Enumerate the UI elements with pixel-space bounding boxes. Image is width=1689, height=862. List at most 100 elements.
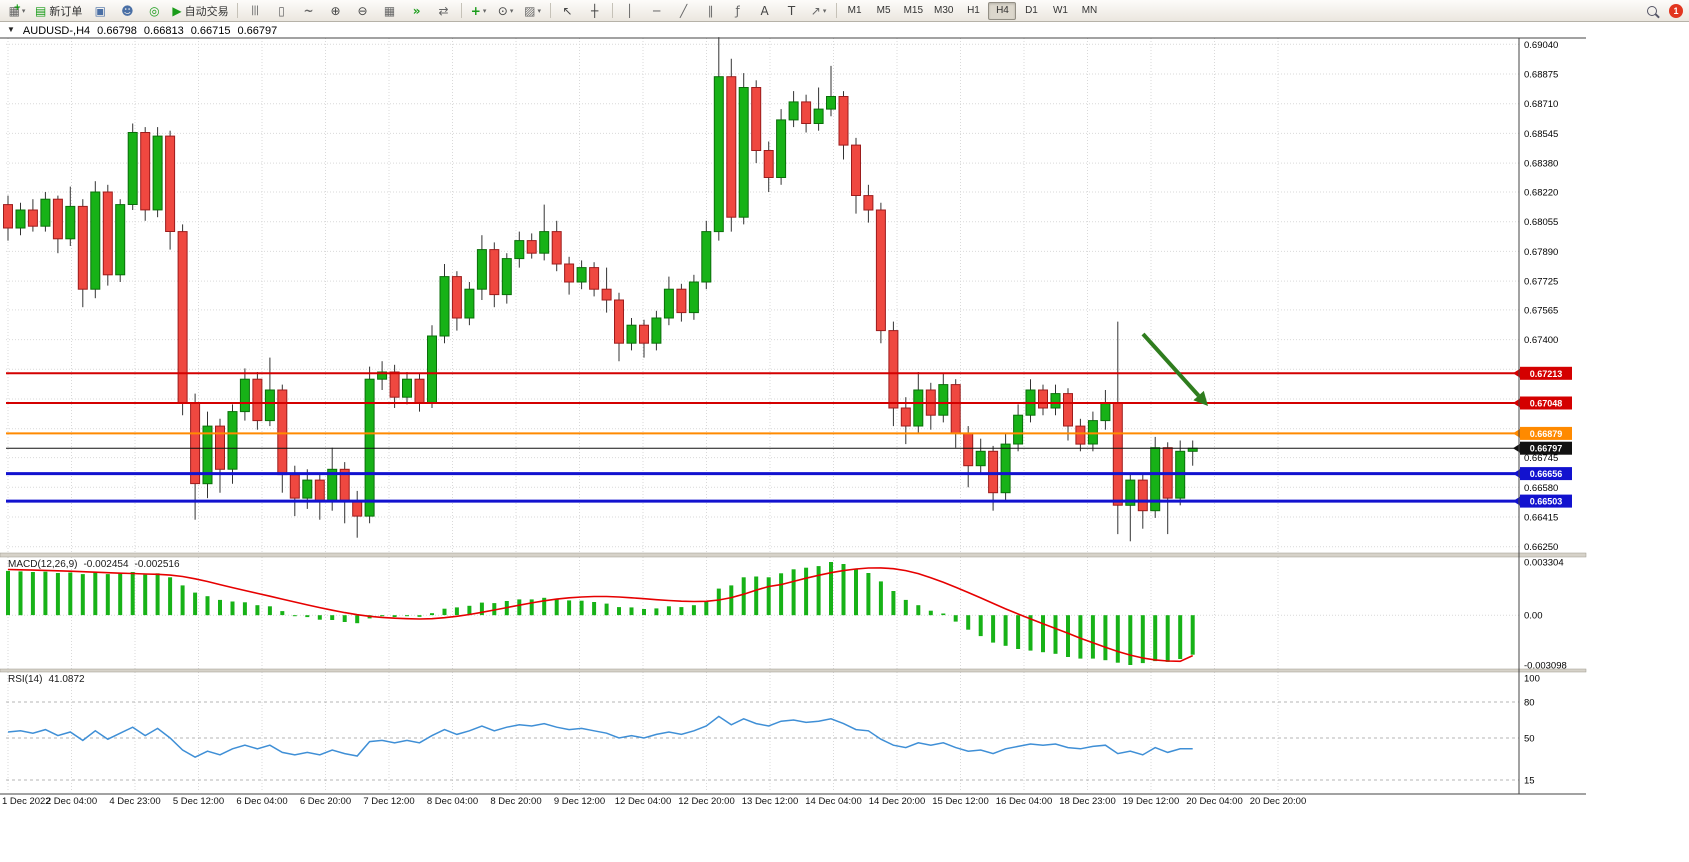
time-label: 19 Dec 12:00 [1122,796,1180,807]
play-icon: ▶ [172,3,182,18]
high-value: 0.66813 [143,25,184,37]
time-label: 8 Dec 20:00 [490,796,542,807]
time-label: 7 Dec 12:00 [363,796,415,807]
search-button[interactable] [1642,1,1668,21]
macd-signal-value: -0.002516 [134,559,180,570]
line-chart-icon: ~ [303,3,314,18]
toolbar-separator [549,3,551,18]
time-label: 12 Dec 04:00 [614,796,672,807]
chart-shift-icon: ⇄ [438,3,449,18]
auto-trading-button[interactable]: ▶ 自动交易 [168,1,232,21]
channel-button[interactable]: ∥ [698,1,724,21]
channel-icon: ∥ [707,3,714,18]
chevron-down-icon: ▾ [482,6,487,15]
time-label: 14 Dec 04:00 [805,796,862,807]
target-icon: ◎ [149,3,160,18]
vertical-line-button[interactable]: │ [617,1,643,21]
horizontal-line-icon: ─ [652,3,661,18]
timeframe-d1-button[interactable]: D1 [1025,5,1038,16]
time-label: 16 Dec 04:00 [995,796,1053,807]
main-chart-pane[interactable] [0,38,1519,553]
clock-icon: ⊙ [497,3,508,18]
text-button[interactable]: A [752,1,778,21]
label-icon: T [787,3,796,18]
macd-pane[interactable] [0,557,1519,669]
trendline-icon: ╱ [679,3,688,18]
fibonacci-icon: ƒ [735,3,740,18]
symbol-ohlc-line: ▼ AUDUSD-,H4 0.66798 0.66813 0.66715 0.6… [7,25,277,37]
market-watch-button[interactable]: ☻ [114,1,140,21]
time-label: 2 Dec 04:00 [45,796,98,807]
new-order-button[interactable]: ▤ 新订单 [31,1,86,21]
line-chart-button[interactable]: ~ [296,1,322,21]
tile-windows-button[interactable]: ▦ [377,1,403,21]
rsi-name-label: RSI(14) [8,674,43,685]
bars-chart-button[interactable]: ||| [242,1,268,21]
zoom-out-icon: ⊖ [357,3,368,18]
timeframe-m30-button[interactable]: M30 [934,5,954,16]
timeframe-m5-button[interactable]: M5 [876,5,891,16]
arrows-button[interactable]: ↗ ▾ [806,1,832,21]
zoom-in-icon: ⊕ [330,3,341,18]
chart-menu-icon[interactable]: ▼ [7,25,15,34]
time-label: 12 Dec 20:00 [678,796,735,807]
auto-scroll-button[interactable]: » [404,1,430,21]
time-label: 20 Dec 04:00 [1186,796,1243,807]
time-label: 1 Dec 2022 [2,796,51,807]
candles-chart-icon: ▯ [278,3,285,18]
timeframe-w1-button[interactable]: W1 [1052,5,1068,16]
notification-badge[interactable]: 1 [1669,3,1683,18]
fibonacci-button[interactable]: ƒ [725,1,751,21]
time-label: 4 Dec 23:00 [109,796,161,807]
candles-chart-button[interactable]: ▯ [269,1,295,21]
new-chart-button[interactable]: ▦ + ▾ [4,1,30,21]
bars-chart-icon: ||| [251,4,259,16]
time-label: 14 Dec 20:00 [868,796,926,807]
indicators-button[interactable]: + ▾ [466,1,492,21]
person-icon: ☻ [121,3,134,18]
template-icon: ▨ [524,3,536,18]
horizontal-line-button[interactable]: ─ [644,1,670,21]
zoom-in-button[interactable]: ⊕ [323,1,349,21]
trendline-button[interactable]: ╱ [671,1,697,21]
time-label: 9 Dec 12:00 [553,796,606,807]
templates-button[interactable]: ▨ ▾ [520,1,546,21]
vertical-line-icon: │ [625,3,634,18]
crosshair-button[interactable]: ┼ [582,1,608,21]
price-axis[interactable] [1519,38,1589,794]
chart-plus-icon: ▦ [8,3,20,18]
timeframe-m1-button[interactable]: M1 [847,5,862,16]
chart-window-button[interactable]: ▣ [87,1,113,21]
macd-main-value: -0.002454 [83,559,129,570]
arrow-object-icon: ↗ [810,3,821,18]
chevron-down-icon: ▾ [21,6,26,15]
open-value: 0.66798 [97,25,137,37]
close-value: 0.66797 [237,25,278,37]
time-labels-row: 1 Dec 2022 2 Dec 04:00 4 Dec 23:00 5 Dec 12… [0,796,1586,810]
order-form-icon: ▤ [35,3,47,18]
time-label: 5 Dec 12:00 [172,796,225,807]
time-label: 6 Dec 20:00 [299,796,352,807]
rsi-label-row: RSI(14) 41.0872 [8,674,85,685]
chart-shift-button[interactable]: ⇄ [431,1,457,21]
timeframe-group: M1 M5 M15 M30 H1 H4 D1 W1 MN [841,1,1104,20]
auto-scroll-icon: » [412,3,421,18]
low-value: 0.66715 [190,25,231,37]
chevron-down-icon: ▾ [537,6,541,15]
timeframe-m15-button[interactable]: M15 [903,5,924,16]
plus-icon: + [13,2,21,13]
label-button[interactable]: T [779,1,805,21]
rsi-pane[interactable] [0,672,1519,794]
macd-label-row: MACD(12,26,9) -0.002454 -0.002516 [8,559,180,570]
timeframe-h4-button[interactable]: H4 [988,1,1017,20]
toolbar-separator [611,3,613,18]
zoom-out-button[interactable]: ⊖ [350,1,376,21]
periods-button[interactable]: ⊙ ▾ [493,1,519,21]
toolbar-separator [835,3,837,18]
timeframe-h1-button[interactable]: H1 [967,5,980,16]
time-label: 18 Dec 23:00 [1059,796,1116,807]
data-window-button[interactable]: ◎ [141,1,167,21]
toolbar-separator [236,3,238,18]
timeframe-mn-button[interactable]: MN [1081,5,1098,16]
cursor-button[interactable]: ↖ [555,1,581,21]
